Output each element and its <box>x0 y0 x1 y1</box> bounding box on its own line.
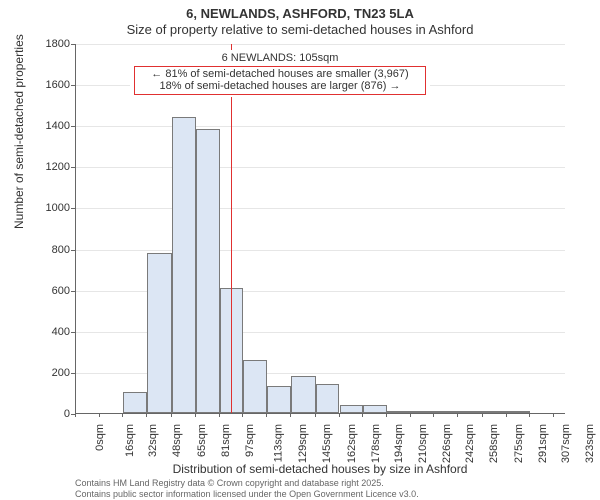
xtick-mark <box>553 413 554 417</box>
ytick-label: 1600 <box>30 79 70 91</box>
xtick-label: 81sqm <box>220 424 232 457</box>
gridline <box>76 250 565 251</box>
xtick-label: 0sqm <box>94 424 106 451</box>
xtick-mark <box>529 413 530 417</box>
xtick-mark <box>219 413 220 417</box>
histogram-bar <box>291 376 316 413</box>
histogram-bar <box>507 411 531 413</box>
footer-line2: Contains public sector information licen… <box>75 489 419 499</box>
ytick-label: 1200 <box>30 161 70 173</box>
xtick-label: 129sqm <box>297 424 309 463</box>
gridline <box>76 167 565 168</box>
gridline <box>76 126 565 127</box>
ytick-label: 600 <box>30 285 70 297</box>
chart-title-line1: 6, NEWLANDS, ASHFORD, TN23 5LA <box>0 6 600 21</box>
histogram-bar <box>196 129 220 413</box>
histogram-bar <box>363 405 387 413</box>
xtick-mark <box>171 413 172 417</box>
gridline <box>76 208 565 209</box>
xtick-mark <box>146 413 147 417</box>
xtick-label: 48sqm <box>171 424 183 457</box>
xtick-label: 16sqm <box>124 424 136 457</box>
histogram-bar <box>340 405 364 413</box>
xtick-mark <box>195 413 196 417</box>
histogram-bar <box>267 386 291 413</box>
histogram-bar <box>434 411 458 413</box>
xtick-mark <box>99 413 100 417</box>
xtick-label: 65sqm <box>196 424 208 457</box>
histogram-bar <box>172 117 196 413</box>
x-axis-label: Distribution of semi-detached houses by … <box>75 462 565 476</box>
y-axis-label: Number of semi-detached properties <box>12 34 26 229</box>
xtick-mark <box>386 413 387 417</box>
xtick-label: 194sqm <box>393 424 405 463</box>
xtick-mark <box>410 413 411 417</box>
xtick-mark <box>315 413 316 417</box>
property-marker-line <box>231 44 232 413</box>
histogram-bar <box>123 392 147 413</box>
ytick-label: 1800 <box>30 38 70 50</box>
chart-title-line2: Size of property relative to semi-detach… <box>0 22 600 37</box>
gridline <box>76 44 565 45</box>
xtick-label: 113sqm <box>273 424 285 462</box>
xtick-mark <box>75 413 76 417</box>
xtick-mark <box>242 413 243 417</box>
annotation-title: 6 NEWLANDS: 105sqm <box>134 52 426 65</box>
annotation: 6 NEWLANDS: 105sqm ← 81% of semi-detached… <box>130 50 430 97</box>
xtick-mark <box>339 413 340 417</box>
ytick-label: 800 <box>30 244 70 256</box>
ytick-label: 0 <box>30 408 70 420</box>
xtick-label: 226sqm <box>441 424 453 463</box>
xtick-label: 291sqm <box>537 424 549 463</box>
plot-area: 6 NEWLANDS: 105sqm ← 81% of semi-detached… <box>75 44 565 414</box>
footer-line1: Contains HM Land Registry data © Crown c… <box>75 478 384 488</box>
xtick-mark <box>482 413 483 417</box>
xtick-mark <box>506 413 507 417</box>
xtick-mark <box>433 413 434 417</box>
annotation-inner-box: ← 81% of semi-detached houses are smalle… <box>134 66 426 95</box>
xtick-label: 242sqm <box>464 424 476 463</box>
chart-container: 6, NEWLANDS, ASHFORD, TN23 5LA Size of p… <box>0 0 600 500</box>
ytick-label: 1400 <box>30 120 70 132</box>
xtick-label: 97sqm <box>244 424 256 457</box>
xtick-label: 32sqm <box>147 424 159 457</box>
xtick-label: 307sqm <box>561 424 573 463</box>
histogram-bar <box>411 411 435 413</box>
xtick-mark <box>457 413 458 417</box>
histogram-bar <box>483 411 507 413</box>
xtick-label: 162sqm <box>346 424 358 463</box>
annotation-larger-line: 18% of semi-detached houses are larger (… <box>139 80 421 93</box>
xtick-label: 210sqm <box>417 424 429 463</box>
xtick-mark <box>362 413 363 417</box>
xtick-mark <box>122 413 123 417</box>
xtick-mark <box>290 413 291 417</box>
xtick-mark <box>266 413 267 417</box>
ytick-label: 1000 <box>30 202 70 214</box>
ytick-label: 400 <box>30 326 70 338</box>
histogram-bar <box>316 384 340 413</box>
xtick-label: 258sqm <box>488 424 500 463</box>
histogram-bar <box>458 411 483 413</box>
xtick-label: 275sqm <box>513 424 525 463</box>
histogram-bar <box>147 253 172 413</box>
xtick-label: 145sqm <box>321 424 333 463</box>
xtick-label: 323sqm <box>584 424 596 463</box>
annotation-smaller-line: ← 81% of semi-detached houses are smalle… <box>139 68 421 81</box>
ytick-label: 200 <box>30 367 70 379</box>
histogram-bar <box>387 411 411 413</box>
histogram-bar <box>243 360 267 413</box>
xtick-label: 178sqm <box>370 424 382 463</box>
